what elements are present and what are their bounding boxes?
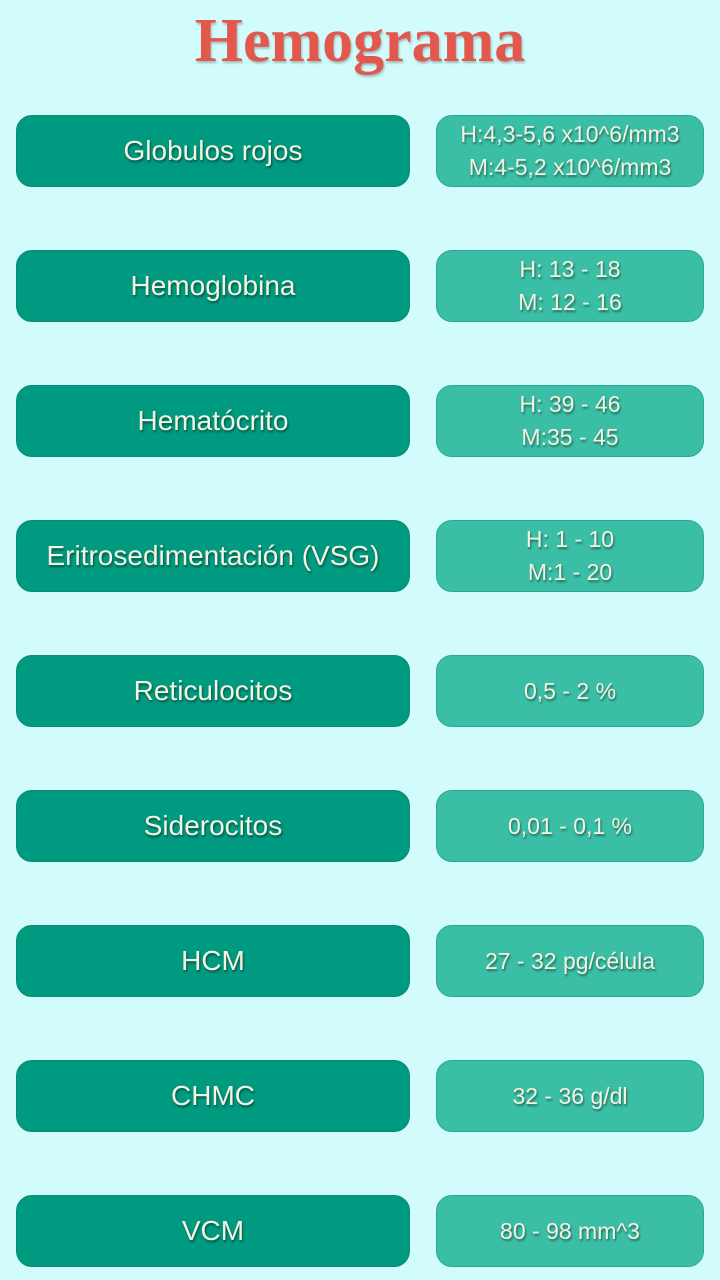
parameter-row: Globulos rojos H:4,3-5,6 x10^6/mm3 M:4-5,2… — [0, 115, 720, 187]
parameter-row: VCM 80 - 98 mm^3 — [0, 1195, 720, 1267]
reference-value-box: H: 1 - 10 M:1 - 20 — [436, 520, 704, 592]
reference-value-box: 27 - 32 pg/célula — [436, 925, 704, 997]
reference-value-line: 32 - 36 g/dl — [512, 1082, 628, 1109]
parameter-name-button[interactable]: Siderocitos — [16, 790, 410, 862]
parameter-row: Siderocitos 0,01 - 0,1 % — [0, 790, 720, 862]
parameter-name-button[interactable]: Hematócrito — [16, 385, 410, 457]
parameter-name-button[interactable]: Eritrosedimentación (VSG) — [16, 520, 410, 592]
reference-value-box: H: 13 - 18 M: 12 - 16 — [436, 250, 704, 322]
reference-value-line: H:4,3-5,6 x10^6/mm3 — [460, 121, 680, 147]
reference-value-line: 80 - 98 mm^3 — [500, 1217, 640, 1244]
parameter-row: Hemoglobina H: 13 - 18 M: 12 - 16 — [0, 250, 720, 322]
reference-value-box: 80 - 98 mm^3 — [436, 1195, 704, 1267]
reference-value-box: 0,01 - 0,1 % — [436, 790, 704, 862]
parameter-row: Eritrosedimentación (VSG) H: 1 - 10 M:1 - … — [0, 520, 720, 592]
reference-value-line: H: 13 - 18 — [519, 256, 621, 282]
parameter-row: CHMC 32 - 36 g/dl — [0, 1060, 720, 1132]
parameter-name-button[interactable]: VCM — [16, 1195, 410, 1267]
reference-value-line: H: 1 - 10 — [525, 526, 615, 552]
parameter-row: Reticulocitos 0,5 - 2 % — [0, 655, 720, 727]
parameter-name-button[interactable]: Reticulocitos — [16, 655, 410, 727]
parameter-row: HCM 27 - 32 pg/célula — [0, 925, 720, 997]
reference-value-line: M: 12 - 16 — [518, 289, 622, 315]
reference-value-box: H:4,3-5,6 x10^6/mm3 M:4-5,2 x10^6/mm3 — [436, 115, 704, 187]
reference-value-line: H: 39 - 46 — [519, 391, 621, 417]
parameter-row: Hematócrito H: 39 - 46 M:35 - 45 — [0, 385, 720, 457]
reference-value-line: 27 - 32 pg/célula — [484, 947, 656, 974]
reference-value-line: M:4-5,2 x10^6/mm3 — [468, 154, 672, 180]
parameter-name-button[interactable]: Globulos rojos — [16, 115, 410, 187]
parameter-name-button[interactable]: CHMC — [16, 1060, 410, 1132]
page-title: Hemograma — [194, 7, 526, 75]
reference-value-box: H: 39 - 46 M:35 - 45 — [436, 385, 704, 457]
reference-value-line: 0,5 - 2 % — [523, 677, 617, 704]
reference-value-line: M:35 - 45 — [521, 424, 619, 450]
reference-value-line: M:1 - 20 — [527, 559, 613, 585]
reference-value-box: 32 - 36 g/dl — [436, 1060, 704, 1132]
parameter-name-button[interactable]: HCM — [16, 925, 410, 997]
reference-value-box: 0,5 - 2 % — [436, 655, 704, 727]
parameter-name-button[interactable]: Hemoglobina — [16, 250, 410, 322]
reference-value-line: 0,01 - 0,1 % — [507, 812, 633, 839]
